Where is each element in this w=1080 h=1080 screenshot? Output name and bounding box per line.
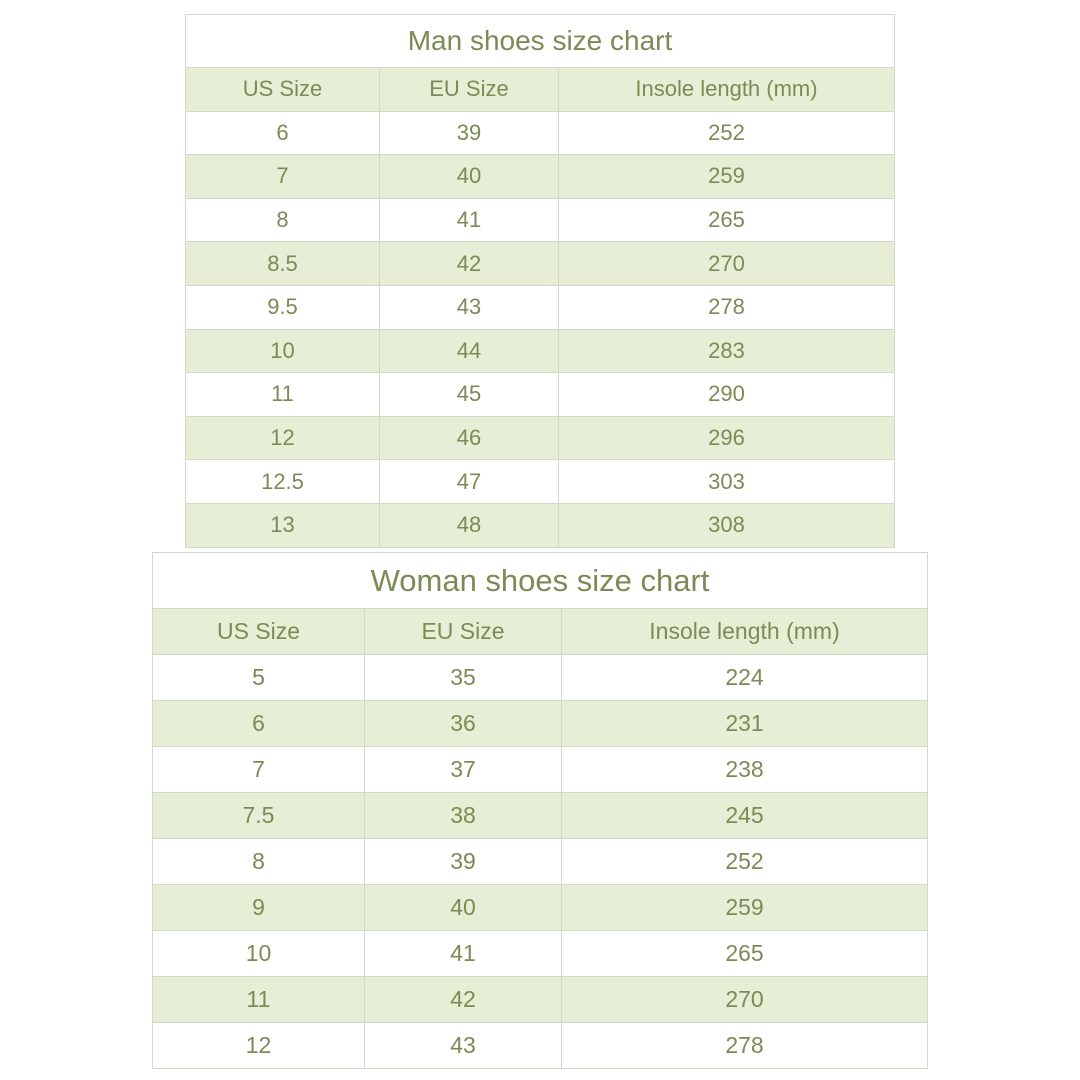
column-header: Insole length (mm) (558, 67, 895, 112)
table-row: 12.5 47 303 (185, 459, 895, 504)
table-cell: 238 (561, 746, 928, 793)
table-cell: 11 (152, 976, 365, 1023)
table-row: 5 35 224 (152, 654, 928, 701)
man-header-row: US Size EU Size Insole length (mm) (185, 67, 895, 112)
table-cell: 245 (561, 792, 928, 839)
table-cell: 252 (561, 838, 928, 885)
table-row: 12 43 278 (152, 1022, 928, 1069)
table-cell: 252 (558, 110, 895, 156)
table-cell: 48 (379, 502, 559, 548)
table-cell: 12 (185, 415, 380, 461)
table-cell: 11 (185, 372, 380, 417)
table-cell: 42 (379, 241, 559, 286)
table-cell: 270 (558, 241, 895, 286)
table-cell: 47 (379, 459, 559, 504)
table-cell: 35 (364, 654, 562, 701)
woman-size-chart-table: Woman shoes size chart US Size EU Size Ins… (152, 552, 928, 1069)
table-row: 10 41 265 (152, 930, 928, 977)
table-cell: 283 (558, 328, 895, 374)
table-cell: 290 (558, 372, 895, 417)
table-cell: 37 (364, 746, 562, 793)
table-cell: 8.5 (185, 241, 380, 286)
column-header: US Size (185, 67, 380, 112)
table-row: 8 41 265 (185, 197, 895, 243)
table-cell: 303 (558, 459, 895, 504)
table-cell: 39 (364, 838, 562, 885)
table-cell: 41 (364, 930, 562, 977)
table-row: 11 45 290 (185, 372, 895, 417)
table-cell: 43 (364, 1022, 562, 1069)
table-cell: 259 (558, 154, 895, 199)
table-row: 13 48 308 (185, 502, 895, 548)
table-cell: 8 (152, 838, 365, 885)
table-cell: 265 (561, 930, 928, 977)
table-cell: 41 (379, 197, 559, 243)
table-row: 9.5 43 278 (185, 284, 895, 330)
table-cell: 278 (558, 284, 895, 330)
man-size-chart-table: Man shoes size chart US Size EU Size Insol… (185, 14, 895, 548)
table-cell: 46 (379, 415, 559, 461)
table-cell: 7 (185, 154, 380, 199)
table-cell: 10 (185, 328, 380, 374)
table-cell: 40 (364, 884, 562, 931)
table-row: 9 40 259 (152, 884, 928, 931)
man-chart-title: Man shoes size chart (185, 14, 895, 68)
table-cell: 5 (152, 654, 365, 701)
table-cell: 12 (152, 1022, 365, 1069)
table-row: 7 37 238 (152, 746, 928, 793)
table-row: 12 46 296 (185, 415, 895, 461)
table-cell: 7 (152, 746, 365, 793)
column-header: EU Size (379, 67, 559, 112)
table-cell: 278 (561, 1022, 928, 1069)
table-cell: 13 (185, 502, 380, 548)
table-row: 7.5 38 245 (152, 792, 928, 839)
table-row: 11 42 270 (152, 976, 928, 1023)
table-cell: 40 (379, 154, 559, 199)
table-cell: 9.5 (185, 284, 380, 330)
table-cell: 296 (558, 415, 895, 461)
table-cell: 44 (379, 328, 559, 374)
table-row: 6 39 252 (185, 110, 895, 156)
table-cell: 45 (379, 372, 559, 417)
table-cell: 36 (364, 700, 562, 747)
table-cell: 7.5 (152, 792, 365, 839)
woman-header-row: US Size EU Size Insole length (mm) (152, 608, 928, 655)
table-cell: 10 (152, 930, 365, 977)
column-header: EU Size (364, 608, 562, 655)
table-cell: 38 (364, 792, 562, 839)
table-cell: 231 (561, 700, 928, 747)
table-cell: 270 (561, 976, 928, 1023)
table-cell: 224 (561, 654, 928, 701)
table-cell: 9 (152, 884, 365, 931)
table-cell: 6 (185, 110, 380, 156)
table-cell: 259 (561, 884, 928, 931)
table-cell: 12.5 (185, 459, 380, 504)
table-row: 8 39 252 (152, 838, 928, 885)
table-row: 7 40 259 (185, 154, 895, 199)
table-cell: 39 (379, 110, 559, 156)
column-header: Insole length (mm) (561, 608, 928, 655)
woman-chart-title: Woman shoes size chart (152, 552, 928, 609)
table-row: 10 44 283 (185, 328, 895, 374)
table-cell: 265 (558, 197, 895, 243)
table-cell: 308 (558, 502, 895, 548)
table-cell: 43 (379, 284, 559, 330)
table-row: 8.5 42 270 (185, 241, 895, 286)
table-cell: 6 (152, 700, 365, 747)
table-row: 6 36 231 (152, 700, 928, 747)
table-cell: 8 (185, 197, 380, 243)
table-cell: 42 (364, 976, 562, 1023)
column-header: US Size (152, 608, 365, 655)
